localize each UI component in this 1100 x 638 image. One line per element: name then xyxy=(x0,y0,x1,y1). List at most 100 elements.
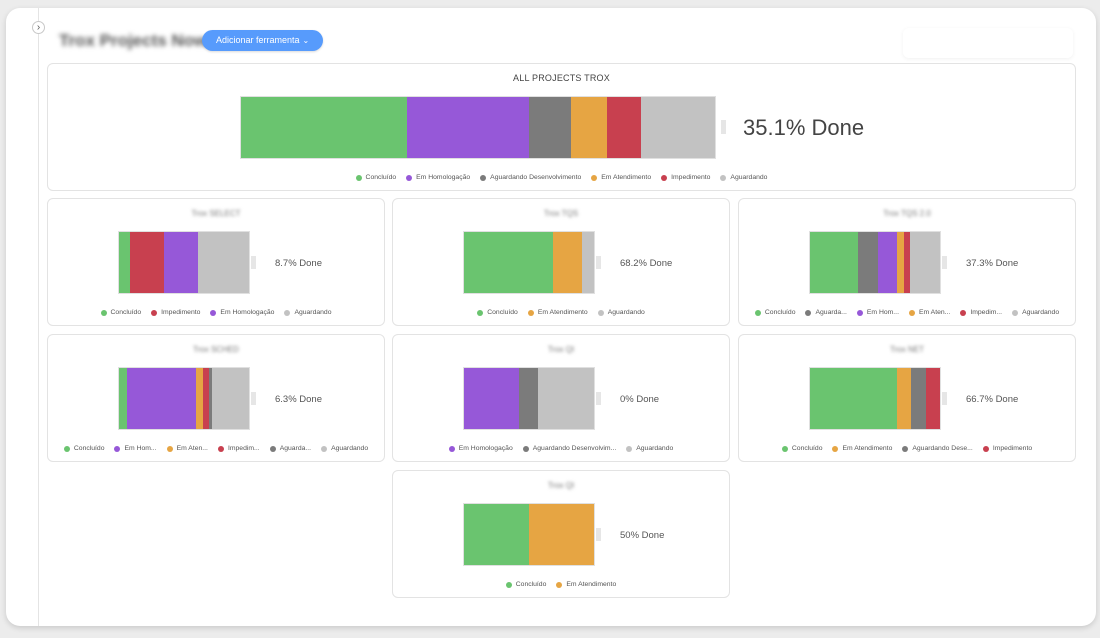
bar-segment-em-homologacao[interactable] xyxy=(164,232,199,293)
bar-segment-aguardando-desenvolvimento[interactable] xyxy=(209,368,213,429)
add-tool-button[interactable]: Adicionar ferramenta ⌄ xyxy=(202,30,324,51)
bar-segment-impedimento[interactable] xyxy=(903,232,910,293)
bar-segment-aguardando[interactable] xyxy=(641,97,715,158)
legend-item-impedimento[interactable]: Impedimento xyxy=(982,445,1032,452)
bar-segment-aguardando-desenvolvimento[interactable] xyxy=(518,368,539,429)
legend-item-aguardando-dese[interactable]: Aguardando Dese... xyxy=(902,445,973,452)
legend: Concluído Em Atendimento xyxy=(393,581,729,588)
bar-marker xyxy=(596,528,601,541)
legend-item-impedim[interactable]: Impedim... xyxy=(217,445,260,452)
bar-segment-concluido[interactable] xyxy=(810,368,897,429)
card-title: Trox QI xyxy=(547,481,575,490)
bar-segment-aguardando-desenvolvimento[interactable] xyxy=(858,232,878,293)
done-percentage: 0% Done xyxy=(620,394,660,405)
legend-item-em-aten[interactable]: Em Aten... xyxy=(166,445,208,452)
bar-segment-concluido[interactable] xyxy=(464,504,529,565)
bar-segment-aguardando[interactable] xyxy=(198,232,249,293)
legend-item-em-atendimento[interactable]: Em Atendimento xyxy=(556,581,616,588)
bar-segment-em-homologacao[interactable] xyxy=(127,368,197,429)
legend-dot-icon xyxy=(355,174,362,181)
legend-item-aguarda[interactable]: Aguarda... xyxy=(805,309,847,316)
legend-item-concluido[interactable]: Concluído xyxy=(355,174,396,181)
legend-item-em-atendimento[interactable]: Em Atendimento xyxy=(832,445,892,452)
bar-segment-aguardando-desenvolvimento[interactable] xyxy=(529,97,571,158)
expand-sidebar-icon[interactable]: › xyxy=(32,21,45,34)
legend-label: Concluído xyxy=(764,309,796,316)
bar-segment-aguardando[interactable] xyxy=(538,368,594,429)
bar-marker xyxy=(942,392,947,405)
legend-dot-icon xyxy=(556,581,563,588)
bar-segment-em-atendimento[interactable] xyxy=(529,504,594,565)
legend-label: Em Atendimento xyxy=(842,445,893,452)
legend-item-concluido[interactable]: Concluído xyxy=(63,445,105,452)
legend-item-em-homologacao[interactable]: Em Homologação xyxy=(210,309,274,316)
bar-segment-impedimento[interactable] xyxy=(925,368,940,429)
battery-bar xyxy=(119,232,249,293)
bar-segment-concluido[interactable] xyxy=(241,97,408,158)
legend-item-em-atendimento[interactable]: Em Atendimento xyxy=(527,309,588,316)
legend-dot-icon xyxy=(321,445,328,452)
legend-item-em-atendimento[interactable]: Em Atendimento xyxy=(591,174,651,181)
chevron-down-icon: ⌄ xyxy=(302,36,310,45)
bar-segment-impedimento[interactable] xyxy=(130,232,165,293)
bar-segment-em-atendimento[interactable] xyxy=(896,368,912,429)
card-title: Trox SCHED xyxy=(193,345,239,354)
legend: Concluído Impedimento Em Homologação Aguard… xyxy=(48,309,384,316)
project-card: Trox TQS 2.0 37.3% Done Concluído Aguarda… xyxy=(738,198,1076,326)
bar-segment-impedimento[interactable] xyxy=(607,97,641,158)
legend-label: Concluído xyxy=(73,445,105,452)
done-percentage: 35.1% Done xyxy=(743,115,865,140)
bar-segment-em-homologacao[interactable] xyxy=(877,232,898,293)
legend-item-concluido[interactable]: Concluído xyxy=(754,309,796,316)
legend-item-aguardando[interactable]: Aguardando xyxy=(720,174,767,181)
legend-item-aguardando[interactable]: Aguardando xyxy=(321,445,368,452)
bar-segment-impedimento[interactable] xyxy=(202,368,210,429)
legend-item-aguardando-desenvolvimento[interactable]: Aguardando Desenvolvimento xyxy=(480,174,581,181)
legend-item-concluido[interactable]: Concluído xyxy=(781,445,822,452)
legend-dot-icon xyxy=(100,309,107,316)
bar-segment-em-atendimento[interactable] xyxy=(570,97,608,158)
bar-segment-concluido[interactable] xyxy=(119,368,128,429)
legend-dot-icon xyxy=(720,174,727,181)
legend-item-em-hom[interactable]: Em Hom... xyxy=(114,445,157,452)
card-title: Trox QI xyxy=(547,345,575,354)
legend-item-impedimento[interactable]: Impedimento xyxy=(151,309,200,316)
legend-item-concluido[interactable]: Concluído xyxy=(505,581,546,588)
bar-segment-aguardando[interactable] xyxy=(910,232,940,293)
legend-item-em-aten[interactable]: Em Aten... xyxy=(908,309,950,316)
bar-segment-aguardando[interactable] xyxy=(212,368,249,429)
battery-bar xyxy=(241,97,715,158)
project-card: Trox SELECT 8.7% Done Concluído Impedimen… xyxy=(47,198,385,326)
bar-segment-em-atendimento[interactable] xyxy=(897,232,904,293)
legend-item-aguardando[interactable]: Aguardando xyxy=(597,309,645,316)
legend-label: Em Atendimento xyxy=(566,581,617,588)
legend-item-aguardando[interactable]: Aguardando xyxy=(1012,309,1059,316)
legend-item-impedimento[interactable]: Impedimento xyxy=(661,174,710,181)
legend-item-em-hom[interactable]: Em Hom... xyxy=(856,309,899,316)
bar-segment-concluido[interactable] xyxy=(119,232,131,293)
bar-segment-concluido[interactable] xyxy=(810,232,859,293)
bar-segment-concluido[interactable] xyxy=(464,232,553,293)
bar-segment-em-homologacao[interactable] xyxy=(464,368,519,429)
legend-item-aguardando[interactable]: Aguardando xyxy=(626,445,673,452)
legend-item-concluido[interactable]: Concluído xyxy=(100,309,141,316)
legend-label: Aguardando Desenvolvimento xyxy=(490,174,582,181)
project-card: Trox TQS 68.2% Done Concluído Em Atendime… xyxy=(392,198,730,326)
bar-segment-em-atendimento[interactable] xyxy=(196,368,203,429)
bar-segment-em-homologacao[interactable] xyxy=(407,97,530,158)
board-title: Trox Projects Now xyxy=(59,31,208,50)
legend-item-aguardando[interactable]: Aguardando xyxy=(284,309,331,316)
legend-item-impedim[interactable]: Impedim... xyxy=(960,309,1002,316)
legend-item-aguarda[interactable]: Aguarda... xyxy=(269,445,311,452)
legend-item-concluido[interactable]: Concluído xyxy=(477,309,518,316)
bar-segment-em-atendimento[interactable] xyxy=(552,232,583,293)
card-title: ALL PROJECTS TROX xyxy=(513,73,610,83)
bar-segment-aguardando[interactable] xyxy=(582,232,594,293)
card-title: Trox SELECT xyxy=(191,209,241,218)
legend-item-em-homologacao[interactable]: Em Homologação xyxy=(448,445,513,452)
legend-item-aguardando-desenvolvim[interactable]: Aguardando Desenvolvim... xyxy=(522,445,616,452)
done-percentage: 8.7% Done xyxy=(275,258,323,269)
bar-segment-aguardando-desenvolvimento[interactable] xyxy=(911,368,926,429)
legend-item-em-homologacao[interactable]: Em Homologação xyxy=(406,174,470,181)
battery-bar xyxy=(464,232,594,293)
